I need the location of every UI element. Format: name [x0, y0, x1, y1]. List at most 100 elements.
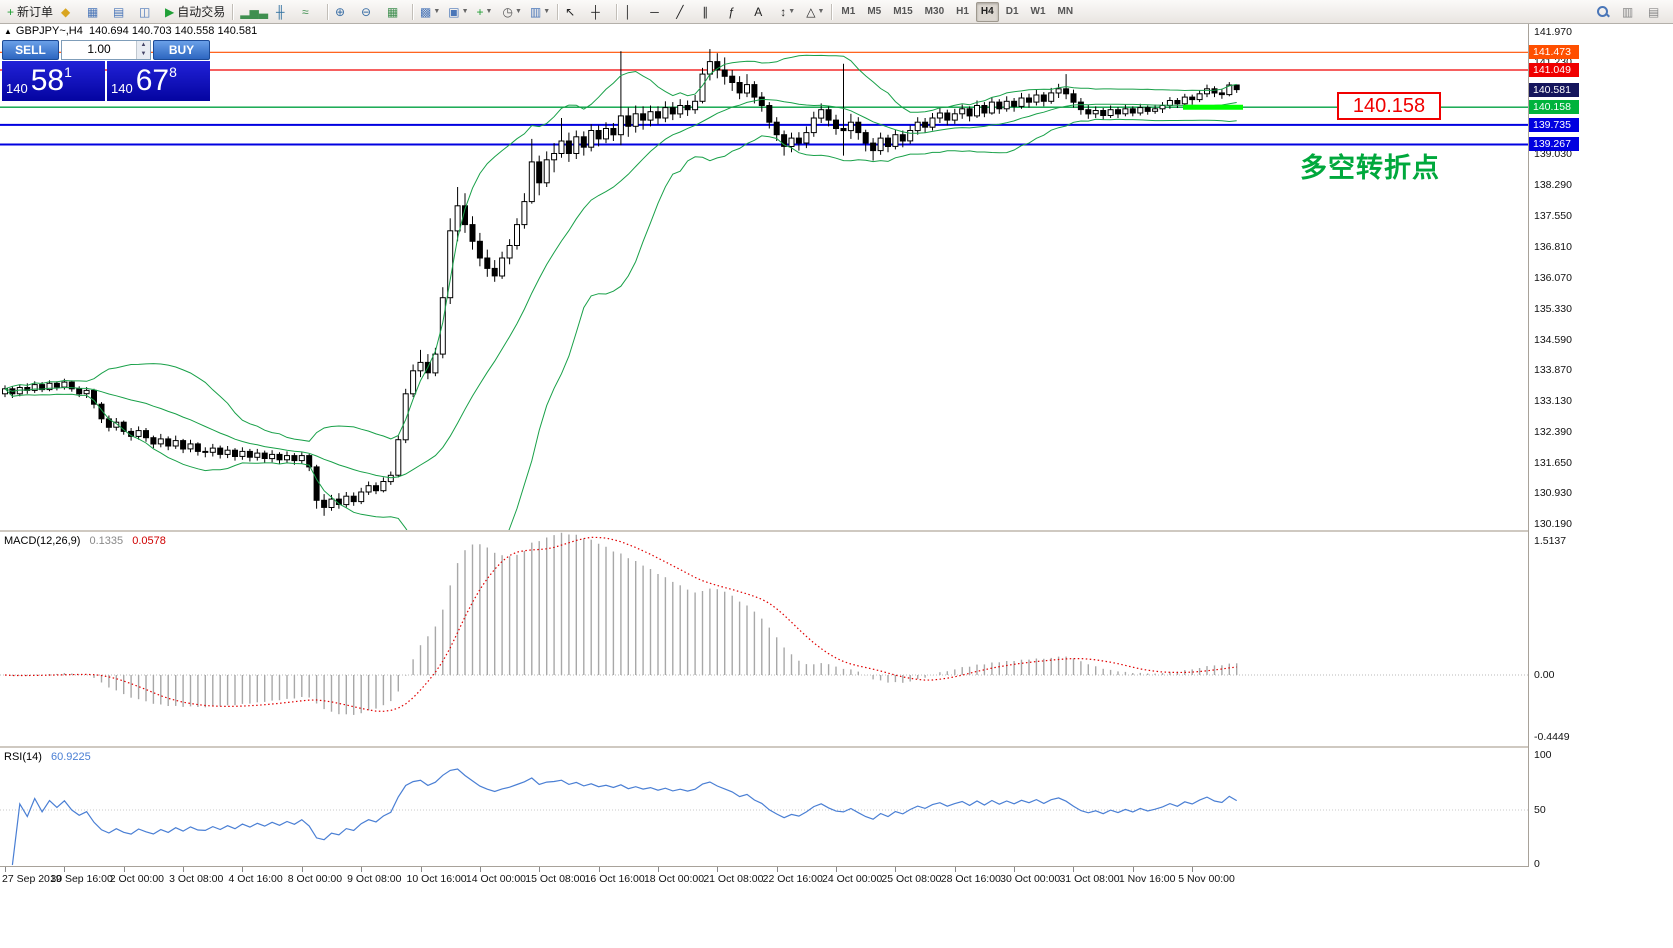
templates-icon[interactable]: ▥ ▼ [527, 1, 553, 23]
periods-clock-icon[interactable]: ◷ ▼ [500, 1, 525, 23]
price-label-141.473: 141.473 [1529, 45, 1579, 60]
text-tool-icon[interactable]: A [751, 1, 775, 23]
volume-down-icon[interactable]: ▼ [137, 50, 150, 59]
price-axis-tick: 138.290 [1534, 179, 1572, 192]
time-axis-tick [954, 867, 956, 872]
volume-spin-buttons[interactable]: ▲ ▼ [136, 41, 150, 59]
ask-pips: 67 [135, 64, 170, 97]
profiles-icon-glyph: ▣ [448, 4, 460, 19]
price-axis-tick: 134.590 [1534, 333, 1572, 346]
toolbar-separator [411, 3, 413, 20]
navigator-icon[interactable]: ◫ [136, 1, 160, 23]
arrows-tool-icon[interactable]: ↕ ▼ [777, 1, 801, 23]
chart-shift-icon[interactable]: ▤ [1645, 1, 1669, 23]
shapes-tool-icon-glyph: △ [806, 4, 816, 19]
timeframe-button-H4[interactable]: H4 [975, 1, 999, 22]
time-axis-label: 30 Sep 16:00 [50, 873, 113, 885]
market-watch-icon[interactable]: ▦ [84, 1, 108, 23]
arrows-tool-icon-glyph: ↕ [780, 4, 787, 19]
time-axis-tick [836, 867, 838, 872]
new-chart-icon[interactable]: ▩ ▼ [417, 1, 443, 23]
tile-windows-icon-glyph: ▦ [386, 4, 399, 19]
timeframe-button-H1[interactable]: H1 [956, 6, 969, 17]
price-axis[interactable]: 141.970141.230139.030138.290137.550136.8… [1528, 24, 1673, 870]
timeframe-button-M30[interactable]: M30 [924, 6, 945, 17]
chart-symbol-label: GBPJPY~,H4 [15, 25, 83, 37]
price-axis-tick: 130.930 [1534, 486, 1572, 499]
zoom-in-icon-glyph: ⊕ [334, 4, 346, 19]
time-axis-label: 9 Oct 08:00 [347, 873, 402, 885]
new-order-button[interactable]: + 新订单 [4, 1, 56, 23]
market-watch-icon-glyph: ▦ [87, 4, 99, 19]
time-axis[interactable]: 27 Sep 2019 30 Sep 16:00 2 Oct 00:00 3 Oct … [0, 867, 1673, 948]
price-axis-tick: 132.390 [1534, 425, 1572, 438]
timeframe-button-M15[interactable]: M15 [893, 6, 913, 17]
search-icon[interactable] [1593, 1, 1617, 23]
time-axis-tick [657, 867, 659, 872]
time-axis-tick [1073, 867, 1075, 872]
time-axis-label: 14 Oct 00:00 [465, 873, 526, 885]
data-window-icon[interactable]: ▤ [110, 1, 134, 23]
zoom-in-icon[interactable]: ⊕ [332, 1, 356, 23]
indicators-add-icon[interactable]: + ▼ [474, 1, 498, 23]
candlestick-chart-icon-glyph: ╫ [275, 4, 285, 19]
sell-button[interactable]: SELL [2, 40, 59, 60]
zoom-out-icon[interactable]: ⊖ [358, 1, 382, 23]
time-axis-label: 28 Oct 16:00 [940, 873, 1001, 885]
tile-windows-icon[interactable]: ▦ [384, 1, 408, 23]
time-axis-label: 30 Oct 00:00 [1000, 873, 1061, 885]
pane-separator[interactable] [0, 746, 1673, 748]
trendline-icon-glyph: ╱ [676, 4, 684, 19]
channel-icon[interactable]: ∥ [699, 1, 723, 23]
chart-title-strip: ▲ GBPJPY~,H4 140.694 140.703 140.558 140.… [0, 24, 1528, 39]
price-axis-tick: 136.810 [1534, 241, 1572, 254]
rsi-pane[interactable] [0, 748, 1528, 866]
time-axis-label: 5 Nov 00:00 [1178, 873, 1235, 885]
one-click-trading-widget: SELL 1.00 ▲ ▼ BUY 140 58 1 140 67 8 [2, 40, 210, 101]
timeframe-button-M5[interactable]: M5 [867, 6, 882, 17]
buy-button[interactable]: BUY [153, 40, 210, 60]
profiles-icon[interactable]: ▣ ▼ [445, 1, 471, 23]
candlestick-chart-icon[interactable]: ╫ [273, 1, 297, 23]
toolbar-separator [232, 3, 234, 20]
horizontal-line-icon[interactable]: ─ [647, 1, 671, 23]
price-axis-tick: 130.190 [1534, 517, 1572, 530]
time-axis-label: 18 Oct 00:00 [643, 873, 705, 885]
time-axis-label: 31 Oct 08:00 [1059, 873, 1120, 885]
volume-stepper[interactable]: 1.00 ▲ ▼ [61, 40, 151, 60]
pane-separator[interactable] [0, 530, 1673, 532]
scroll-to-end-icon[interactable]: ▥ [1619, 1, 1643, 23]
volume-value[interactable]: 1.00 [87, 42, 111, 56]
cursor-icon[interactable]: ↖ [562, 1, 586, 23]
vertical-line-icon[interactable]: │ [621, 1, 645, 23]
crosshair-icon[interactable]: ┼ [588, 1, 612, 23]
ask-price-panel[interactable]: 140 67 8 [107, 61, 210, 101]
time-axis-tick [895, 867, 897, 872]
macd-axis-label: -0.4449 [1534, 731, 1570, 743]
cursor-icon-glyph: ↖ [565, 4, 576, 19]
volume-up-icon[interactable]: ▲ [137, 41, 150, 50]
timeframe-button-W1[interactable]: W1 [1030, 6, 1046, 17]
rsi-value: 60.9225 [50, 751, 91, 763]
bid-price-panel[interactable]: 140 58 1 [2, 61, 105, 101]
bar-chart-icon[interactable]: ▂▅▃ [237, 1, 271, 23]
macd-pane[interactable] [0, 532, 1528, 746]
autotrade-button[interactable]: ▶ 自动交易 [162, 1, 228, 23]
time-axis-label: 1 Nov 16:00 [1118, 873, 1176, 885]
time-axis-label: 22 Oct 16:00 [762, 873, 823, 885]
fibonacci-icon[interactable]: ƒ [725, 1, 749, 23]
timeframe-button-D1[interactable]: D1 [1005, 6, 1019, 17]
shapes-tool-icon[interactable]: △ ▼ [803, 1, 827, 23]
horizontal-line-icon-glyph: ─ [650, 4, 659, 19]
time-axis-tick [183, 867, 185, 872]
timeframe-button-MN[interactable]: MN [1057, 6, 1074, 17]
chart-profile-icon[interactable]: ◆ [58, 1, 82, 23]
main-chart-pane[interactable] [0, 24, 1528, 530]
trendline-icon[interactable]: ╱ [673, 1, 697, 23]
macd-value: 0.1335 [89, 535, 124, 547]
timeframe-button-M1[interactable]: M1 [841, 6, 856, 17]
time-axis-tick [1132, 867, 1134, 872]
time-axis-tick [123, 867, 125, 872]
line-chart-icon[interactable]: ≈ [299, 1, 323, 23]
